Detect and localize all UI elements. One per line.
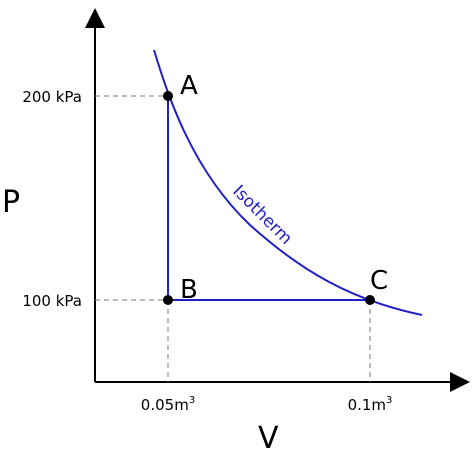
isotherm-label: Isotherm [228,181,295,248]
point-b [163,295,173,305]
point-b-label: B [180,275,198,305]
x-tick-01m3-sup: 3 [386,395,392,406]
point-a-label: A [180,71,198,101]
x-tick-005m3: 0.05m3 [141,395,195,414]
point-c [365,295,375,305]
x-tick-01m3-base: 0.1m [348,396,386,414]
x-tick-005m3-base: 0.05m [141,396,189,414]
y-tick-100kpa: 100 kPa [22,292,82,310]
y-tick-200kpa: 200 kPa [22,88,82,106]
point-a [163,91,173,101]
x-tick-005m3-sup: 3 [189,395,195,406]
y-axis-title: P [2,185,20,220]
x-tick-01m3: 0.1m3 [348,395,393,414]
x-axis-title: V [258,421,279,452]
point-c-label: C [370,266,388,296]
